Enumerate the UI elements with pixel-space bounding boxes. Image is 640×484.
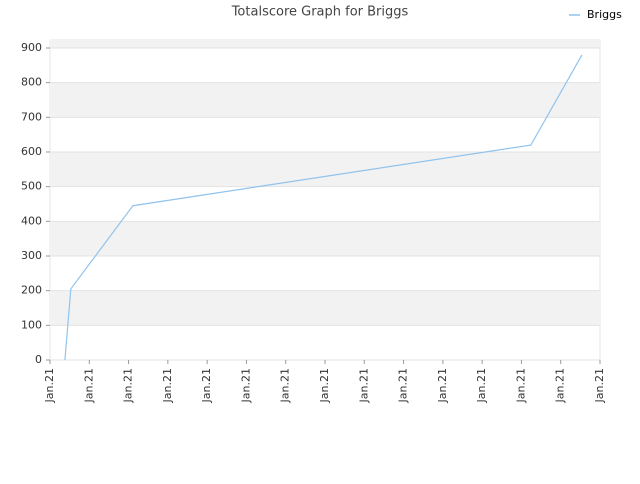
y-tick-label: 600 [21,145,42,158]
data-line [64,54,583,361]
x-tick-label: Jan.21 [514,368,527,403]
y-tick-label: 800 [21,76,42,89]
grid-band [50,82,600,118]
y-tick-label: 700 [21,110,42,123]
x-tick-label: Jan.21 [43,368,56,403]
x-tick-label: Jan.21 [554,368,567,403]
chart-title: Totalscore Graph for Briggs [231,5,409,20]
grid-band [50,40,600,48]
y-tick-label: 400 [21,214,42,227]
x-tick-label: Jan.21 [397,368,410,403]
x-tick-label: Jan.21 [318,368,331,403]
y-tick-label: 300 [21,249,42,262]
grid-band [50,151,600,187]
x-tick-label: Jan.21 [279,368,292,403]
y-tick-label: 100 [21,318,42,331]
grid-band [50,221,600,256]
y-tick-label: 900 [21,41,42,54]
legend-label: Briggs [587,8,622,21]
x-tick-label: Jan.21 [122,368,135,403]
y-tick-label: 200 [21,284,42,297]
x-tick-label: Jan.21 [475,368,488,403]
x-tick-label: Jan.21 [357,368,370,403]
x-tick-label: Jan.21 [239,368,252,403]
x-tick-label: Jan.21 [82,368,95,403]
y-tick-label: 0 [35,353,42,366]
x-tick-label: Jan.21 [161,368,174,403]
x-tick-label: Jan.21 [593,368,606,403]
x-tick-label: Jan.21 [200,368,213,403]
y-tick-label: 500 [21,180,42,193]
x-tick-label: Jan.21 [436,368,449,403]
grid-band [50,290,600,326]
